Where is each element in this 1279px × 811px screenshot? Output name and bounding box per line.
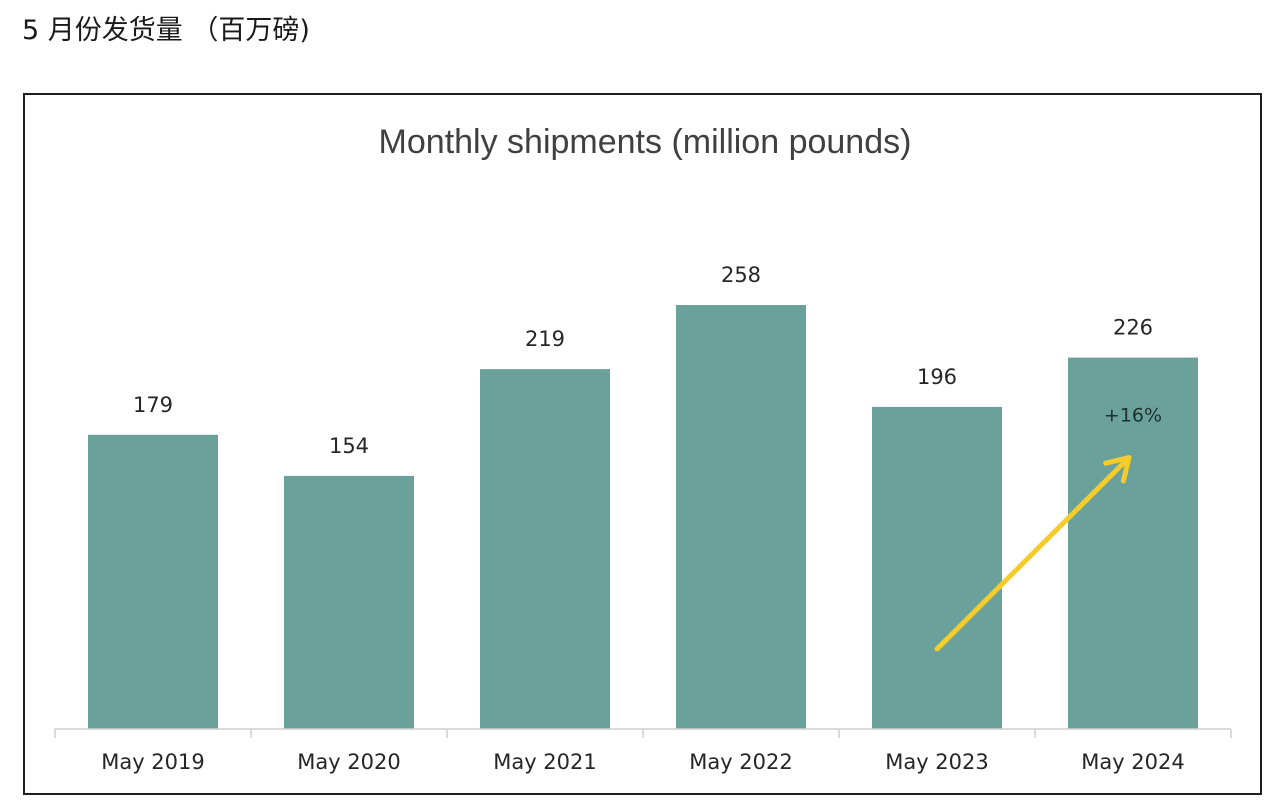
data-label: 258 — [721, 263, 761, 287]
x-tick-label: May 2022 — [689, 750, 793, 774]
bar-may-2021 — [480, 369, 610, 729]
x-tick-label: May 2024 — [1081, 750, 1185, 774]
x-tick-label: May 2021 — [493, 750, 597, 774]
data-label: 196 — [917, 365, 957, 389]
chart-frame: Monthly shipments (million pounds) 179 Ma… — [23, 93, 1262, 795]
growth-arrow-head — [1103, 455, 1132, 484]
bars-layer — [88, 305, 1198, 729]
data-label: 154 — [329, 434, 369, 458]
growth-annotation: +16% — [934, 405, 1162, 652]
x-axis-ticks — [54, 729, 1232, 738]
bar-may-2023 — [872, 406, 1002, 729]
growth-arrow-shaft — [934, 455, 1132, 652]
growth-percent-label: +16% — [1104, 405, 1162, 427]
data-label: 179 — [133, 393, 173, 417]
x-tick-label: May 2019 — [101, 750, 205, 774]
labels-layer: 179 May 2019 154 May 2020 219 May 2021 258 May … — [101, 263, 1185, 774]
data-label: 226 — [1113, 316, 1153, 340]
bar-may-2022 — [676, 305, 806, 729]
bar-chart: Monthly shipments (million pounds) 179 Ma… — [54, 123, 1232, 774]
x-tick-label: May 2023 — [885, 750, 989, 774]
bar-may-2019 — [88, 434, 218, 729]
bar-may-2024 — [1068, 357, 1198, 729]
data-label: 219 — [525, 327, 565, 351]
x-tick-label: May 2020 — [297, 750, 401, 774]
page-heading: 5 月份发货量 （百万磅) — [22, 15, 310, 46]
chart-title: Monthly shipments (million pounds) — [379, 123, 912, 161]
bar-may-2020 — [284, 475, 414, 729]
